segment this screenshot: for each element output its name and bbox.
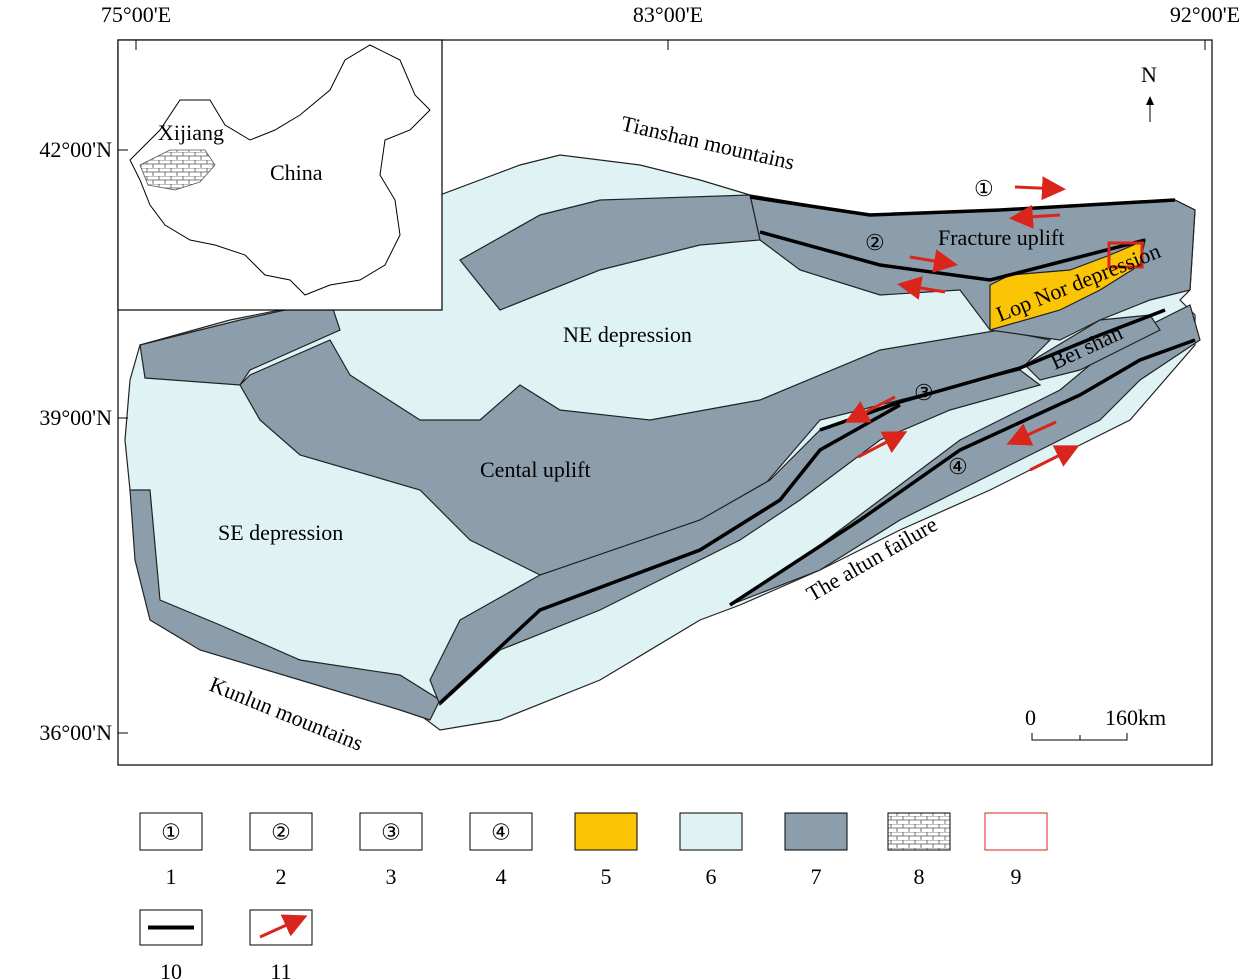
study-area-box	[1107, 241, 1144, 269]
legend-box	[249, 812, 313, 851]
legend-box	[574, 812, 638, 851]
lat-label: 36°00'N	[39, 720, 112, 745]
legend-number: 8	[914, 864, 925, 889]
legend-symbol: ③	[381, 820, 401, 845]
lon-label: 75°00'E	[101, 2, 171, 27]
legend-number: 5	[601, 864, 612, 889]
legend-box	[679, 812, 743, 851]
fault-number: ④	[948, 454, 968, 479]
legend-number: 9	[1011, 864, 1022, 889]
legend-box	[139, 812, 203, 851]
fault-number: ②	[865, 230, 885, 255]
legend-box	[469, 812, 533, 851]
coordinate-labels: 75°00'E 83°00'E 92°00'E 42°00'N 39°00'N …	[39, 2, 1240, 745]
legend-box	[887, 812, 951, 851]
legend-number: 6	[706, 864, 717, 889]
fault-number: ①	[974, 176, 994, 201]
scale-label: 160km	[1105, 705, 1166, 730]
legend-number: 2	[276, 864, 287, 889]
legend-number: 3	[386, 864, 397, 889]
legend-arrow	[259, 914, 308, 939]
lat-label: 39°00'N	[39, 405, 112, 430]
region-label: NE depression	[563, 322, 692, 347]
legend-number: 7	[811, 864, 822, 889]
legend: ① 1 ② 2 ③ 3 ④ 4 5 6 7 8 9 10 11	[139, 812, 1048, 980]
lat-label: 42°00'N	[39, 137, 112, 162]
lon-label: 83°00'E	[633, 2, 703, 27]
north-label: N	[1141, 62, 1157, 87]
legend-box	[784, 812, 848, 851]
scale-bar: 0 160km	[1025, 705, 1166, 741]
inset-map: Xijiang China	[117, 39, 443, 311]
legend-box	[359, 812, 423, 851]
scale-label: 0	[1025, 705, 1036, 730]
motion-arrows	[844, 176, 1080, 472]
legend-number: 11	[270, 959, 291, 980]
legend-symbol: ④	[491, 820, 511, 845]
legend-number: 10	[160, 959, 182, 980]
region-label: SE depression	[218, 520, 343, 545]
legend-number: 1	[166, 864, 177, 889]
region-label: Cental uplift	[480, 457, 591, 482]
legend-symbol: ①	[161, 820, 181, 845]
north-arrow: N	[1141, 62, 1157, 122]
fault-numbers: ① ② ③ ④	[865, 176, 994, 479]
legend-symbol: ②	[271, 820, 291, 845]
fault-number: ③	[914, 380, 934, 405]
legend-box	[984, 812, 1048, 851]
legend-number: 4	[496, 864, 507, 889]
inset-region-label: Xijiang	[158, 120, 224, 145]
fault-lines	[438, 195, 1196, 705]
lon-label: 92°00'E	[1170, 2, 1240, 27]
inset-country-label: China	[270, 160, 323, 185]
region-label: Fracture uplift	[938, 225, 1064, 250]
